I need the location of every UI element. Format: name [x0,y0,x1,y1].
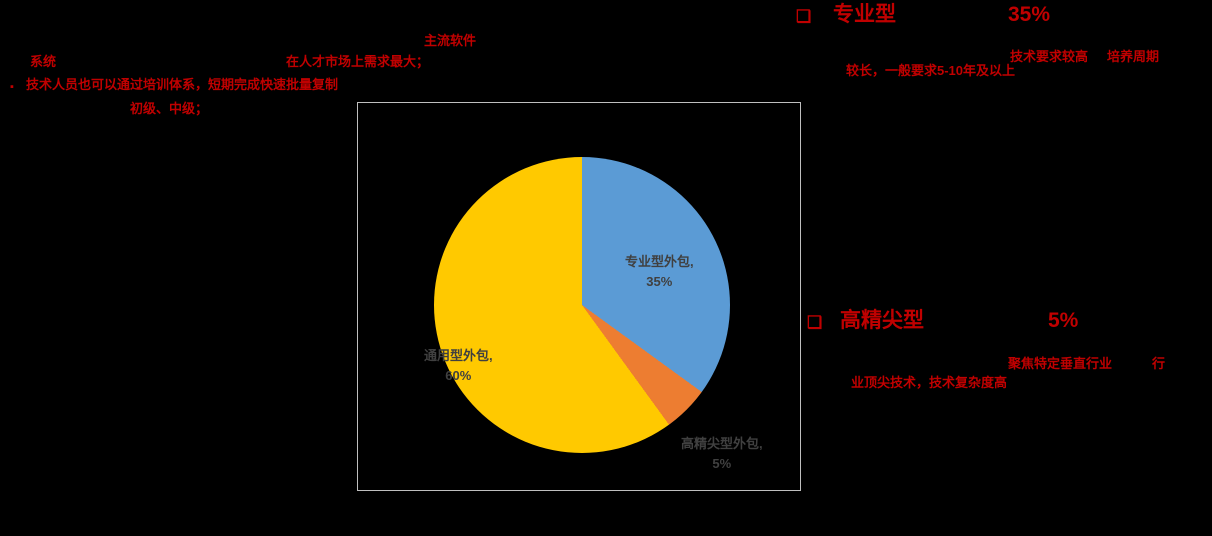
annotation-top-left-line4: 初级、中级； [130,101,209,116]
pie-data-label-professional: 专业型外包, 35% [625,252,694,292]
pie-data-label-professional-value: 35% [646,274,673,290]
annotation-professional-percent: 35% [1008,3,1051,26]
annotation-top-left-line3: 技术人员也可以通过培训体系，短期完成快速批量复制 [26,77,339,92]
pie-data-label-general-value: 60% [445,368,472,384]
annotation-top-left-line2-right: 在人才市场上需求最大； [286,54,430,69]
annotation-professional-desc-line1: 技术要求较高 [1010,49,1089,64]
annotation-highend-desc-line2: 行 [1152,356,1166,371]
annotation-highend-percent: 5% [1048,309,1079,332]
pie-data-label-general-name: 通用型外包, [424,348,493,363]
pie-chart[interactable] [434,157,730,453]
annotation-professional-desc-line2: 培养周期 [1107,49,1160,64]
annotation-highend-title: 高精尖型 [840,309,924,332]
annotation-professional-title: 专业型 [833,3,896,26]
chart-frame [357,102,801,491]
pie-data-label-professional-name: 专业型外包, [625,254,694,269]
pie-data-label-general: 通用型外包, 60% [424,346,493,386]
pie-data-label-highend-name: 高精尖型外包, [681,436,763,451]
pie-data-label-highend: 高精尖型外包, 5% [681,434,763,474]
pie-slices[interactable] [434,157,730,453]
bullet-square-icon: ▪ [10,81,14,93]
annotation-highend-desc-line1: 聚焦特定垂直行业 [1008,356,1113,371]
annotation-top-left-line1: 主流软件 [424,33,477,48]
hollow-square-marker-icon-highend: ❑ [807,313,823,332]
annotation-professional-desc-line3: 较长，一般要求5-10年及以上 [846,63,1016,78]
hollow-square-marker-icon-professional: ❑ [796,7,812,26]
pie-data-label-highend-value: 5% [712,456,732,472]
annotation-top-left-line2-left: 系统 [30,54,57,69]
annotation-highend-desc-line3: 业顶尖技术，技术复杂度高 [851,375,1008,390]
